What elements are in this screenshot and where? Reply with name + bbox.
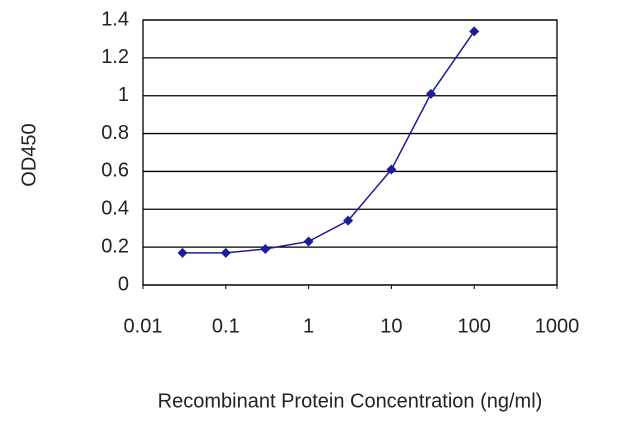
y-tick-label: 1 (118, 84, 129, 106)
data-point (303, 236, 314, 247)
y-tick-label: 1.2 (101, 46, 129, 68)
data-point (177, 247, 188, 258)
x-tick-label: 1000 (535, 315, 580, 337)
y-tick-label: 0 (118, 273, 129, 295)
x-tick-label: 1 (303, 315, 314, 337)
data-point (425, 88, 436, 99)
data-line (182, 30, 475, 254)
x-tick-label: 0.01 (124, 315, 163, 337)
x-tick-label: 100 (458, 315, 491, 337)
y-tick-label: 1.4 (101, 8, 129, 30)
data-point (220, 247, 231, 258)
y-axis-label: OD450 (18, 123, 40, 186)
x-axis-label: Recombinant Protein Concentration (ng/ml… (158, 390, 543, 412)
plot-area (142, 19, 558, 286)
y-tick-label: 0.8 (101, 122, 129, 144)
data-point (260, 244, 271, 255)
data-point (343, 215, 354, 226)
y-tick-label: 0.4 (101, 198, 129, 220)
x-tick-label: 0.1 (212, 315, 240, 337)
data-point (386, 164, 397, 175)
data-point (469, 26, 480, 37)
y-tick-label: 0.6 (101, 160, 129, 182)
y-tick-label: 0.2 (101, 235, 129, 257)
x-tick-label: 10 (380, 315, 402, 337)
